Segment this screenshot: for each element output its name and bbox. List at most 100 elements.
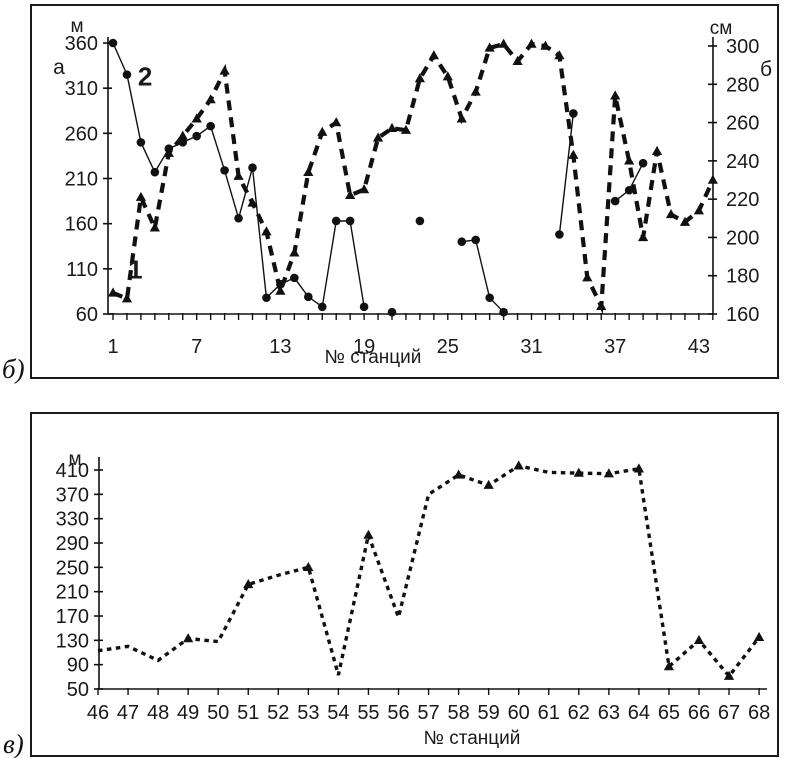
y-tick-label-right: 280 (726, 74, 759, 96)
chart-panel-b: 360 310 260 210 160 110 60 300 280 260 240 220 200 18… (30, 4, 779, 379)
panel-label-v: в) (3, 729, 24, 758)
x-axis-title: № станций (424, 728, 521, 749)
series-2-point-marker (610, 196, 620, 206)
series-1-point-marker (331, 117, 342, 127)
y-tick-label-right: 240 (726, 151, 759, 173)
series-2-point-marker (415, 216, 425, 226)
series-1-point-marker (573, 467, 584, 477)
series-1-point-marker (603, 468, 614, 478)
y-tick-label-left: 130 (56, 630, 89, 652)
y-tick-label-left: 410 (56, 460, 89, 482)
series-2-point-marker (220, 166, 229, 175)
series-1-point-marker (638, 232, 649, 242)
x-tick-label: 66 (688, 702, 710, 724)
right-axis-corner-label: б (760, 58, 772, 81)
y-tick-label-left: 160 (65, 214, 98, 236)
y-tick-label-left: 50 (67, 679, 89, 701)
x-tick-label: 55 (357, 702, 379, 724)
y-tick-label-left: 370 (56, 484, 89, 506)
series-2-point-marker (276, 279, 285, 289)
series-2-point-marker (485, 293, 494, 303)
y-tick-label-right: 180 (726, 266, 759, 288)
x-tick-label: 50 (207, 702, 229, 724)
left-axis-unit: м (70, 16, 83, 37)
series-1-point-marker (707, 174, 718, 184)
panel-label-b: б) (2, 354, 25, 384)
x-tick-label: 54 (327, 702, 349, 724)
x-tick-label: 25 (437, 336, 459, 358)
y-tick-label-left: 60 (76, 304, 98, 326)
series-2-point-marker (290, 273, 299, 283)
y-tick-label-left: 250 (56, 557, 89, 579)
series-1-point-marker (205, 94, 216, 104)
series-1-point-marker (453, 469, 464, 479)
x-tick-label: 67 (718, 702, 740, 724)
series-2-point-marker (499, 307, 508, 317)
series-1-point-marker (484, 42, 495, 52)
x-tick-label: 61 (538, 702, 560, 724)
y-tick-label-left: 260 (65, 123, 98, 145)
series-2-point-marker (136, 138, 146, 147)
series-1-point-marker (596, 300, 607, 311)
series-1-point-marker (400, 124, 412, 134)
series-2-point-marker (304, 292, 313, 302)
series-1-point-marker (191, 113, 202, 123)
series-2-point-marker (317, 302, 327, 312)
chart-b-svg: 360 310 260 210 160 110 60 300 280 260 240 220 200 18… (53, 16, 772, 368)
x-tick-label: 13 (269, 336, 291, 358)
series-1-point-marker (135, 191, 146, 201)
x-tick-label: 1 (107, 336, 118, 358)
series-1-point-marker (554, 50, 565, 60)
series-1-point-marker (414, 73, 425, 83)
series-1-point-marker (428, 50, 439, 60)
series-1-point-marker (633, 463, 644, 473)
series-1-point-marker (359, 184, 370, 194)
series-2-point-marker (248, 163, 257, 172)
y-tick-label-left: 90 (67, 655, 89, 677)
series-1-point-marker (624, 155, 635, 165)
series-1-point-marker (363, 529, 374, 539)
series-1-point-marker (582, 272, 593, 282)
series-1-point-marker (247, 197, 258, 207)
series-1-point-marker (442, 71, 453, 81)
x-tick-label: 31 (520, 336, 542, 358)
series-1-point-marker (693, 634, 705, 645)
x-tick-label: 59 (478, 702, 500, 724)
x-tick-label: 49 (177, 702, 199, 724)
x-tick-label: 58 (447, 702, 469, 724)
x-axis-title: № станций (325, 347, 422, 368)
series-1-point-marker (261, 226, 272, 236)
x-tick-label: 37 (604, 336, 626, 358)
series-1-point-marker (512, 55, 523, 66)
series-1-point-marker (372, 132, 384, 142)
x-tick-label: 7 (191, 336, 202, 358)
series-1-point-marker (663, 661, 675, 671)
left-axis-unit: м (68, 449, 81, 470)
x-tick-label: 19 (353, 336, 375, 358)
series-2-point-marker (624, 185, 634, 195)
x-tick-label: 51 (237, 702, 259, 724)
series-1-point-marker (526, 38, 537, 48)
series-1-point-marker (498, 38, 509, 48)
x-tick-label: 47 (117, 702, 139, 724)
series-1-point-marker (243, 578, 254, 589)
series-2-point-marker (471, 235, 481, 245)
series-1-point-marker (149, 222, 160, 232)
series-1-point-marker (303, 561, 314, 572)
series-1-point-marker (317, 126, 328, 136)
x-tick-label: 68 (748, 702, 770, 724)
x-tick-label: 65 (658, 702, 680, 724)
y-tick-label-left: 290 (56, 533, 89, 555)
series-2-point-marker (150, 167, 160, 177)
series-1-point-marker (610, 90, 621, 100)
series-2-point-marker (234, 213, 243, 223)
series-2-point-marker (555, 230, 564, 239)
series-1-point-marker (345, 189, 356, 200)
series-1-point-marker (513, 460, 524, 470)
y-tick-label-left: 170 (56, 606, 89, 628)
y-tick-label-right: 300 (726, 36, 759, 58)
y-tick-label-right: 200 (726, 227, 759, 249)
chart-panel-v: 410 370 330 290 250 210 170 130 90 50 46 47 48 49 50 51… (30, 412, 779, 757)
